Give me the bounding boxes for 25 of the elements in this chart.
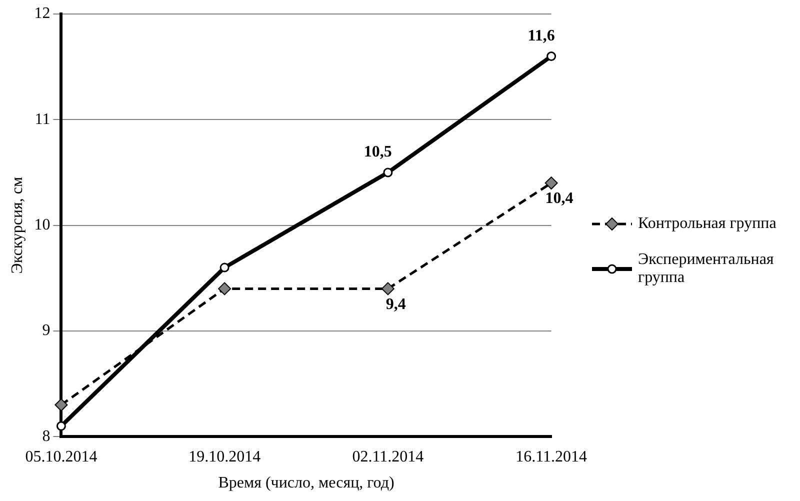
data-label: 9,4 <box>386 296 406 313</box>
point <box>54 398 68 412</box>
point <box>544 176 558 190</box>
point <box>56 421 66 431</box>
point <box>220 262 230 272</box>
y-tick-label: 11 <box>34 110 50 128</box>
data-label: 11,6 <box>528 27 555 44</box>
point <box>546 52 556 62</box>
point <box>383 168 393 178</box>
x-tick-label: 16.11.2014 <box>516 448 587 466</box>
legend-label: Контрольная группа <box>638 214 776 232</box>
y-tick-label: 9 <box>42 322 50 340</box>
y-axis-title: Экскурсия, см <box>8 176 26 274</box>
x-tick-label: 02.11.2014 <box>352 448 424 466</box>
x-axis-title: Время (число, месяц, год) <box>218 474 394 492</box>
point <box>381 282 394 296</box>
y-tick-label: 10 <box>34 216 50 234</box>
point <box>218 282 232 296</box>
y-tick-label: 12 <box>34 5 50 22</box>
y-tick-label: 8 <box>42 428 50 445</box>
data-label: 10,5 <box>364 144 392 161</box>
x-tick-label: 19.10.2014 <box>188 448 261 466</box>
data-label: 10,4 <box>545 190 574 208</box>
legend-label: Экспериментальная группа <box>638 250 775 286</box>
x-tick-label: 05.10.2014 <box>25 448 98 466</box>
